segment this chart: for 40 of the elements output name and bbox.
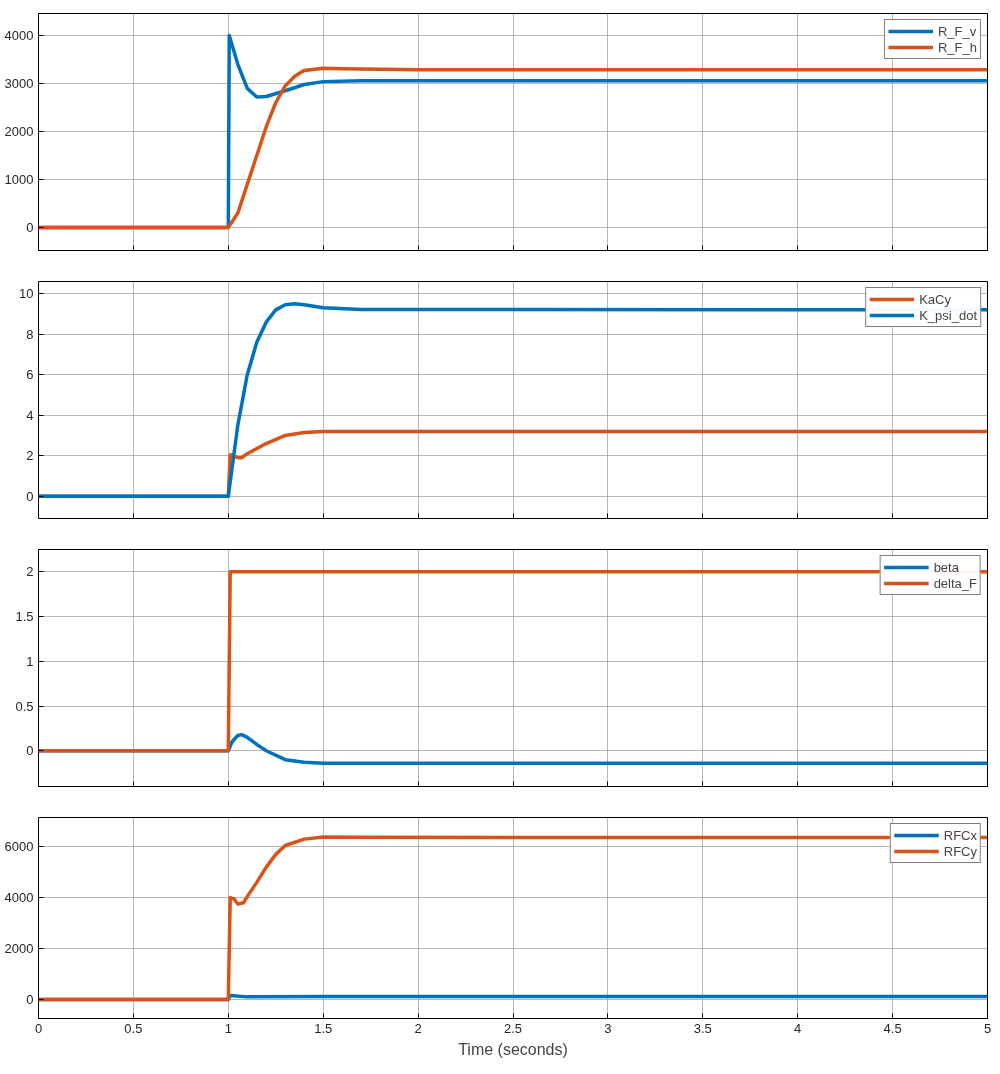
legend-label: R_F_v: [937, 23, 977, 39]
x-tick-label: 3.5: [693, 1020, 712, 1036]
x-axis-title: Time (seconds): [458, 1040, 568, 1058]
y-tick-label: 1: [26, 653, 34, 669]
legend-label: delta_F: [933, 575, 977, 591]
y-tick-label: 4: [26, 407, 34, 423]
y-tick-label: 2000: [4, 124, 34, 140]
x-tick-label: 1: [224, 1020, 232, 1036]
y-tick-label: 0: [26, 743, 34, 759]
y-tick-label: 3000: [4, 76, 34, 92]
y-tick-label: 4000: [4, 890, 34, 906]
y-tick-label: 0: [26, 219, 34, 235]
x-tick-label: 4: [794, 1020, 802, 1036]
y-tick-label: 0: [26, 488, 34, 504]
y-tick-label: 10: [19, 286, 34, 302]
x-tick-label: 3: [604, 1020, 612, 1036]
y-tick-label: 2: [26, 448, 34, 464]
legend-label: beta: [933, 559, 959, 575]
y-tick-label: 2: [26, 564, 34, 580]
y-tick-label: 0.5: [15, 698, 34, 714]
legend-label: RFCx: [943, 827, 977, 843]
x-tick-label: 2.5: [503, 1020, 523, 1036]
legend-label: RFCy: [943, 843, 977, 859]
legend-label: KaCy: [919, 291, 951, 307]
x-tick-label: 0.5: [124, 1020, 143, 1036]
line-series: [38, 66, 988, 230]
y-tick-label: 0: [26, 991, 34, 1007]
y-tick-label: 6: [26, 367, 34, 383]
y-tick-label: 4000: [4, 28, 34, 44]
y-tick-label: 2000: [4, 941, 34, 957]
y-tick-label: 1.5: [15, 609, 34, 625]
x-tick-label: 1.5: [314, 1020, 333, 1036]
y-tick-label: 1000: [4, 172, 34, 187]
x-tick-label: 2: [414, 1020, 422, 1036]
x-tick-label: 4.5: [883, 1020, 902, 1036]
legend-label: K_psi_dot: [919, 307, 977, 323]
y-tick-label: 8: [26, 326, 34, 342]
x-tick-label: 5: [983, 1020, 992, 1036]
legend-label: R_F_h: [937, 39, 977, 55]
y-tick-label: 6000: [4, 839, 34, 855]
